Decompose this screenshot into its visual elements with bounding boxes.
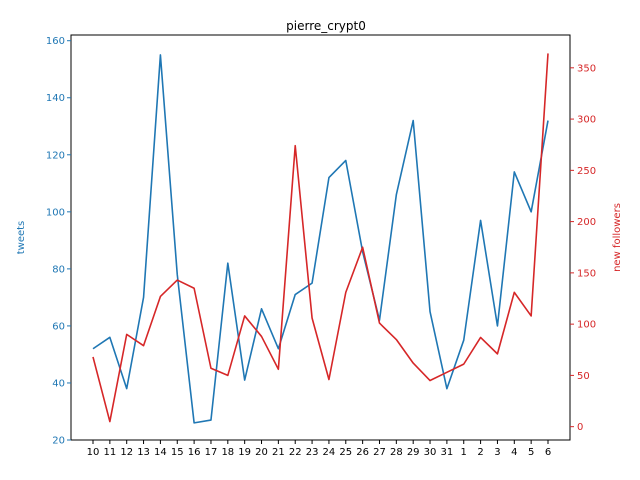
x-tick-label: 26 — [356, 447, 369, 458]
y-axis-right-label: new followers — [612, 203, 623, 272]
y-left-tick-label: 40 — [52, 378, 65, 389]
x-tick-label: 28 — [390, 447, 403, 458]
x-tick-label: 23 — [306, 447, 319, 458]
y-right-tick-label: 300 — [577, 115, 596, 126]
chart-title: pierre_crypt0 — [286, 19, 366, 33]
y-left-tick-label: 140 — [46, 93, 65, 104]
y-right-tick-label: 0 — [577, 422, 583, 433]
plot-area: 10 11 12 13 14 15 16 17 18 19 20 21 22 23 24 25 26 27 28 29… — [46, 34, 596, 458]
x-tick-label: 25 — [339, 447, 352, 458]
x-tick-label: 19 — [238, 447, 251, 458]
y-left-tick-label: 60 — [52, 321, 65, 332]
x-tick-label: 5 — [528, 447, 534, 458]
y-right-tick-label: 350 — [577, 63, 596, 74]
series-line-tweets — [92, 54, 549, 424]
plot-frame — [70, 34, 571, 441]
y-axis-left-label: tweets — [16, 221, 27, 255]
y-right-tick-label: 200 — [577, 217, 596, 228]
x-tick-label: 2 — [477, 447, 483, 458]
y-right-tick-label: 250 — [577, 166, 596, 177]
y-left-tick-label: 120 — [46, 150, 65, 161]
x-tick-label: 17 — [205, 447, 218, 458]
y-left-tick-label: 160 — [46, 36, 65, 47]
x-tick-label: 14 — [154, 447, 167, 458]
x-tick-label: 3 — [494, 447, 500, 458]
x-tick-label: 22 — [289, 447, 302, 458]
x-tick-label: 29 — [407, 447, 420, 458]
x-tick-label: 16 — [188, 447, 201, 458]
x-tick-label: 21 — [272, 447, 285, 458]
x-tick-label: 31 — [441, 447, 454, 458]
x-tick-label: 13 — [137, 447, 150, 458]
x-tick-label: 12 — [120, 447, 133, 458]
x-tick-label: 27 — [373, 447, 386, 458]
x-tick-label: 15 — [171, 447, 184, 458]
y-right-tick-label: 100 — [577, 320, 596, 331]
x-tick-label: 11 — [103, 447, 116, 458]
y-left-tick-label: 80 — [52, 264, 65, 275]
x-tick-label: 18 — [221, 447, 234, 458]
x-tick-label: 1 — [461, 447, 467, 458]
x-tick-label: 6 — [545, 447, 551, 458]
y-right-tick-label: 150 — [577, 268, 596, 279]
y-left-tick-label: 20 — [52, 436, 65, 447]
x-tick-label: 4 — [511, 447, 517, 458]
y-right-tick-label: 50 — [577, 371, 590, 382]
x-tick-label: 30 — [424, 447, 437, 458]
x-tick-label: 10 — [87, 447, 100, 458]
y-left-tick-label: 100 — [46, 207, 65, 218]
series-line-new-followers — [92, 53, 549, 423]
x-tick-label: 24 — [323, 447, 336, 458]
x-tick-label: 20 — [255, 447, 268, 458]
